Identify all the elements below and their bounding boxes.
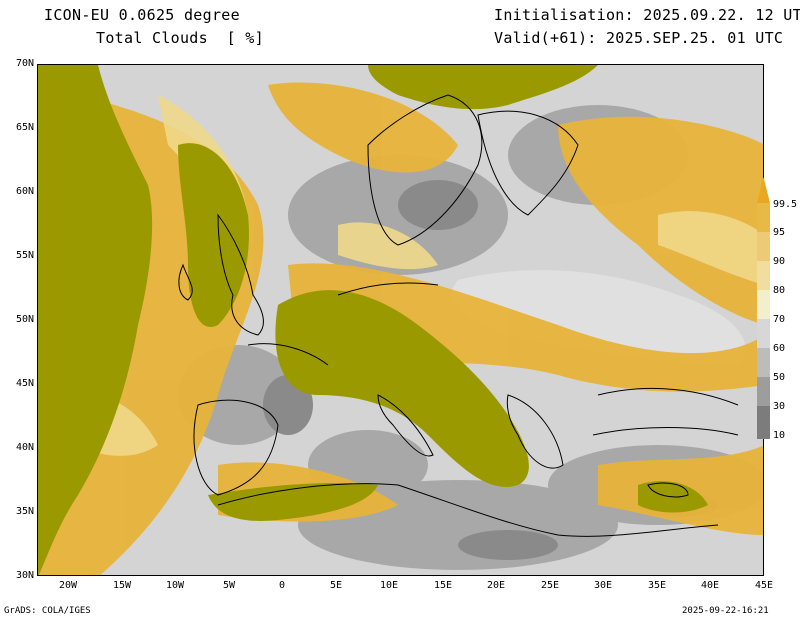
lon-label-15w: 15W xyxy=(112,580,132,591)
field-title: Total Clouds [ %] xyxy=(96,29,264,47)
lon-label-35e: 35E xyxy=(647,580,667,591)
colorbar-swatch-95 xyxy=(757,203,770,232)
lat-label-65n: 65N xyxy=(15,122,34,133)
footer-timestamp: 2025-09-22-16:21 xyxy=(682,606,769,616)
lon-label-25e: 25E xyxy=(540,580,560,591)
lon-label-20e: 20E xyxy=(486,580,506,591)
lat-label-55n: 55N xyxy=(15,250,34,261)
footer-credit: GrADS: COLA/IGES xyxy=(4,606,91,616)
lon-label-15e: 15E xyxy=(433,580,453,591)
colorbar-swatch-70 xyxy=(757,290,770,319)
lon-label-5w: 5W xyxy=(222,580,236,591)
lon-label-20w: 20W xyxy=(58,580,78,591)
colorbar xyxy=(757,177,770,439)
colorbar-label-80: 80 xyxy=(773,285,786,296)
colorbar-swatch-60 xyxy=(757,319,770,348)
colorbar-label-95: 95 xyxy=(773,227,786,238)
cloud-field-svg xyxy=(38,65,763,575)
lon-label-0: 0 xyxy=(278,580,286,591)
colorbar-swatch-10 xyxy=(757,406,770,439)
colorbar-swatch-50 xyxy=(757,348,770,377)
lon-label-30e: 30E xyxy=(593,580,613,591)
lon-label-10e: 10E xyxy=(379,580,399,591)
lat-label-60n: 60N xyxy=(15,186,34,197)
initialisation-time: Initialisation: 2025.09.22. 12 UTC xyxy=(494,6,800,24)
colorbar-swatch-80 xyxy=(757,261,770,290)
lat-label-45n: 45N xyxy=(15,378,34,389)
colorbar-label-70: 70 xyxy=(773,314,786,325)
lat-label-30n: 30N xyxy=(15,570,34,581)
lon-label-5e: 5E xyxy=(329,580,343,591)
colorbar-label-90: 90 xyxy=(773,256,786,267)
colorbar-swatch-90 xyxy=(757,232,770,261)
lon-label-10w: 10W xyxy=(165,580,185,591)
colorbar-label-50: 50 xyxy=(773,372,786,383)
colorbar-label-60: 60 xyxy=(773,343,786,354)
lat-label-40n: 40N xyxy=(15,442,34,453)
lon-label-45e: 45E xyxy=(754,580,774,591)
colorbar-label-10: 10 xyxy=(773,430,786,441)
coastlines xyxy=(178,94,739,537)
colorbar-label-99-5: 99.5 xyxy=(773,199,798,210)
model-title: ICON-EU 0.0625 degree xyxy=(44,6,240,24)
lat-label-50n: 50N xyxy=(15,314,34,325)
clear-area-east xyxy=(451,270,746,365)
lat-label-70n: 70N xyxy=(15,58,34,69)
colorbar-top-arrow xyxy=(757,177,770,203)
lat-label-35n: 35N xyxy=(15,506,34,517)
lon-label-40e: 40E xyxy=(700,580,720,591)
colorbar-swatch-30 xyxy=(757,377,770,406)
cloud-cover-map xyxy=(37,64,764,576)
colorbar-label-30: 30 xyxy=(773,401,786,412)
valid-time: Valid(+61): 2025.SEP.25. 01 UTC xyxy=(494,29,784,47)
